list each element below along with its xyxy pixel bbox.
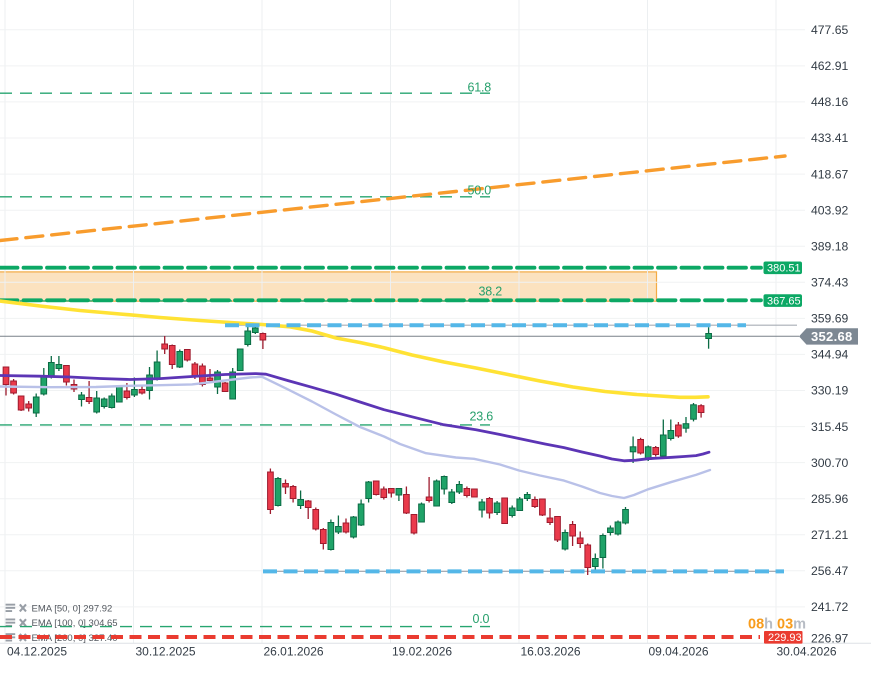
svg-text:256.47: 256.47	[811, 564, 848, 578]
svg-text:300.70: 300.70	[811, 456, 848, 470]
svg-text:271.21: 271.21	[811, 528, 848, 542]
svg-text:418.67: 418.67	[811, 167, 848, 181]
svg-text:367.65: 367.65	[767, 296, 801, 308]
svg-text:0.0: 0.0	[473, 612, 490, 626]
svg-text:50.0: 50.0	[468, 184, 492, 198]
svg-text:08h 03m: 08h 03m	[748, 617, 806, 633]
svg-text:448.16: 448.16	[811, 95, 848, 109]
svg-text:226.97: 226.97	[811, 632, 848, 646]
svg-text:315.45: 315.45	[811, 420, 848, 434]
svg-text:285.96: 285.96	[811, 492, 848, 506]
svg-text:EMA [50, 0] 297.92: EMA [50, 0] 297.92	[32, 603, 113, 614]
svg-text:344.94: 344.94	[811, 348, 848, 362]
svg-text:359.69: 359.69	[811, 312, 848, 326]
svg-text:403.92: 403.92	[811, 203, 848, 217]
svg-text:09.04.2026: 09.04.2026	[649, 645, 709, 659]
svg-text:330.19: 330.19	[811, 384, 848, 398]
svg-text:30.04.2026: 30.04.2026	[777, 645, 837, 659]
svg-text:19.02.2026: 19.02.2026	[392, 645, 452, 659]
svg-text:477.65: 477.65	[811, 23, 848, 37]
svg-text:380.51: 380.51	[767, 263, 801, 275]
svg-text:16.03.2026: 16.03.2026	[521, 645, 581, 659]
svg-text:352.68: 352.68	[811, 329, 853, 344]
svg-text:374.43: 374.43	[811, 276, 848, 290]
svg-text:04.12.2025: 04.12.2025	[7, 645, 67, 659]
svg-text:241.72: 241.72	[811, 600, 848, 614]
svg-text:EMA [100, 0] 304.65: EMA [100, 0] 304.65	[32, 618, 118, 629]
svg-text:433.41: 433.41	[811, 131, 848, 145]
svg-text:30.12.2025: 30.12.2025	[136, 645, 196, 659]
svg-text:61.8: 61.8	[468, 81, 492, 95]
svg-text:229.93: 229.93	[768, 632, 802, 644]
svg-text:462.91: 462.91	[811, 59, 848, 73]
svg-text:38.2: 38.2	[479, 285, 503, 299]
svg-text:26.01.2026: 26.01.2026	[264, 645, 324, 659]
svg-text:389.18: 389.18	[811, 239, 848, 253]
svg-text:23.6: 23.6	[470, 410, 494, 424]
